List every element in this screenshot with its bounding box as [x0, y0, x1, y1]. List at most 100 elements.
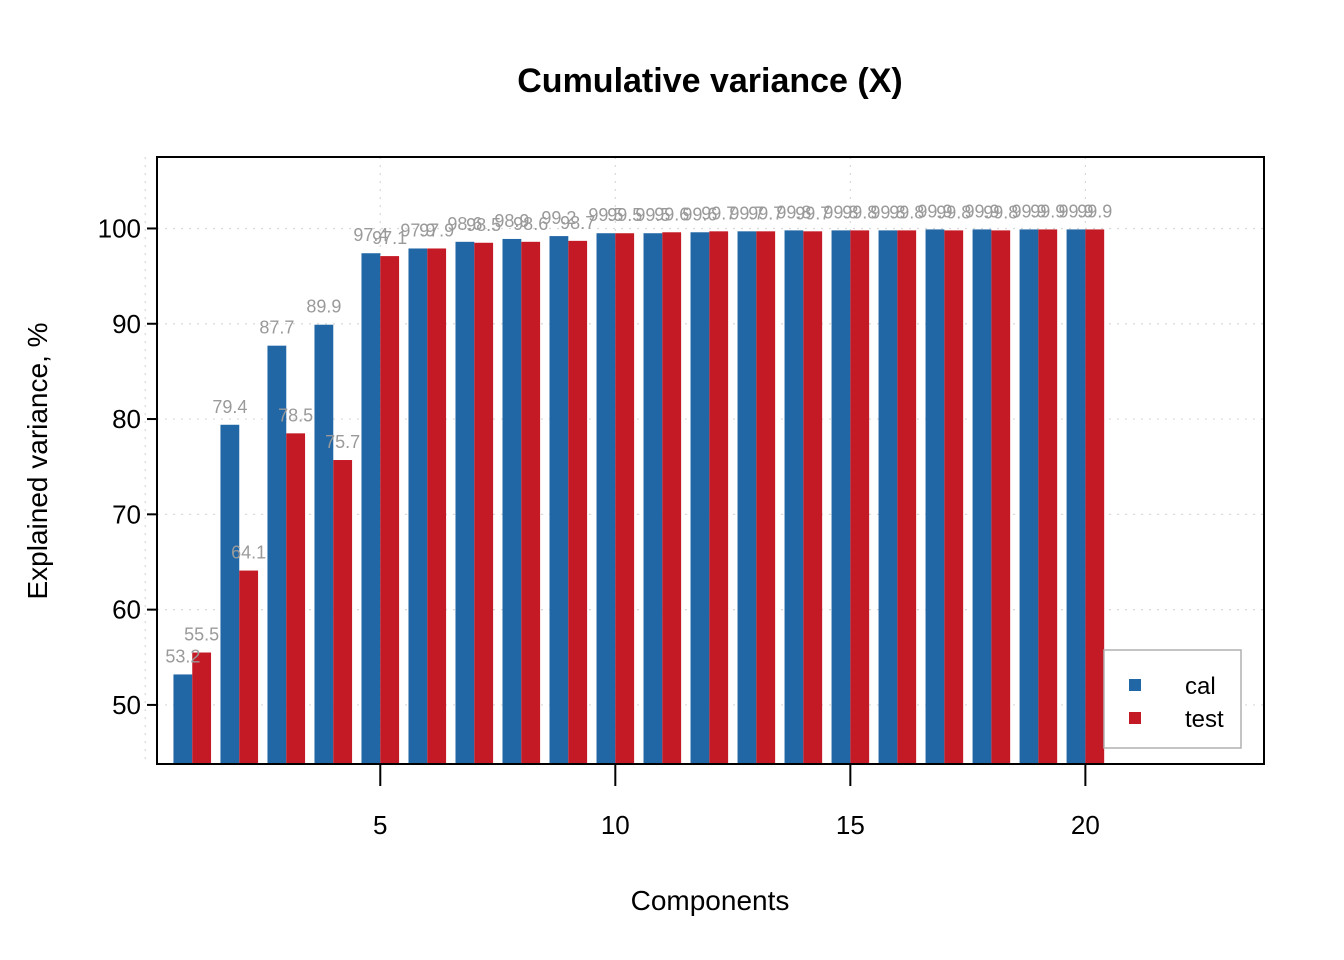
data-label-test-12: 99.7: [701, 203, 736, 223]
data-label-cal-2: 79.4: [212, 397, 247, 417]
x-tick-label: 5: [373, 810, 387, 840]
bar-cal-3: [267, 345, 287, 764]
bar-test-16: [897, 230, 917, 764]
bar-cal-15: [831, 230, 851, 764]
data-label-test-3: 78.5: [278, 405, 313, 425]
bar-cal-11: [643, 233, 663, 764]
data-label-cal-15: 99.8: [823, 202, 858, 222]
data-label-test-4: 75.7: [325, 432, 360, 452]
data-label-test-2: 64.1: [231, 543, 266, 563]
bar-cal-4: [314, 324, 334, 764]
bar-cal-12: [690, 232, 710, 765]
data-label-test-14: 99.7: [795, 203, 830, 223]
bar-cal-10: [596, 233, 616, 764]
axes: 50 60 70 80 90 100 5 10 15 20: [98, 157, 1264, 840]
bar-cal-18: [972, 229, 992, 764]
legend-swatch-cal: [1129, 679, 1141, 691]
data-label-cal-12: 99.6: [682, 204, 717, 224]
data-label-test-15: 99.8: [842, 202, 877, 222]
bar-cal-5: [361, 253, 381, 764]
bar-test-3: [286, 433, 306, 764]
data-label-test-20: 99.9: [1077, 201, 1112, 221]
data-label-cal-4: 89.9: [306, 297, 341, 317]
bar-cal-8: [502, 238, 522, 764]
bar-cal-7: [455, 241, 475, 764]
data-label-cal-19: 99.9: [1011, 201, 1046, 221]
legend: cal test: [1103, 649, 1242, 749]
data-label-test-11: 99.6: [654, 204, 689, 224]
x-axis-label: Components: [631, 885, 790, 916]
x-tick-label: 10: [601, 810, 630, 840]
legend-swatch-test: [1129, 712, 1141, 724]
data-label-cal-11: 99.5: [635, 205, 670, 225]
legend-label-cal: cal: [1185, 673, 1216, 700]
data-label-test-19: 99.9: [1030, 201, 1065, 221]
bar-test-19: [1038, 229, 1058, 764]
bar-test-14: [803, 231, 823, 764]
data-label-test-10: 99.5: [607, 205, 642, 225]
data-label-cal-20: 99.9: [1058, 201, 1093, 221]
bar-test-7: [474, 242, 494, 765]
data-label-test-18: 99.8: [983, 202, 1018, 222]
bar-cal-14: [784, 230, 804, 764]
bar-test-10: [615, 233, 635, 764]
data-label-cal-3: 87.7: [259, 318, 294, 338]
data-label-test-8: 98.6: [513, 214, 548, 234]
data-label-test-1: 55.5: [184, 625, 219, 645]
data-label-test-7: 98.5: [466, 215, 501, 235]
bar-test-9: [568, 240, 588, 764]
bar-cal-20: [1066, 229, 1086, 764]
data-label-test-5: 97.1: [372, 228, 407, 248]
bar-cal-17: [925, 229, 945, 764]
bar-test-12: [709, 231, 729, 764]
data-label-test-6: 97.9: [419, 220, 454, 240]
data-label-cal-1: 53.2: [165, 646, 200, 666]
bar-test-6: [427, 248, 447, 764]
data-labels: 53.279.487.789.997.4 97.9 98.6 98.9 99.2 99.5…: [165, 201, 1112, 666]
bar-cal-6: [408, 248, 428, 764]
bar-test-2: [239, 570, 259, 764]
data-label-cal-9: 99.2: [541, 208, 576, 228]
x-tick-label: 15: [836, 810, 865, 840]
legend-label-test: test: [1185, 706, 1224, 733]
bar-test-5: [380, 256, 400, 764]
bar-cal-9: [549, 236, 569, 764]
bar-test-15: [850, 230, 870, 764]
data-label-cal-13: 99.7: [729, 203, 764, 223]
data-label-test-9: 98.7: [560, 213, 595, 233]
data-label-cal-10: 99.5: [588, 205, 623, 225]
y-tick-label: 70: [112, 499, 141, 529]
data-label-cal-16: 99.8: [870, 202, 905, 222]
data-label-cal-8: 98.9: [494, 211, 529, 231]
bar-test-1: [192, 652, 212, 764]
bar-test-20: [1085, 229, 1105, 764]
data-label-cal-5: 97.4: [353, 225, 388, 245]
data-label-cal-14: 99.8: [776, 202, 811, 222]
data-label-test-13: 99.7: [748, 203, 783, 223]
bar-cal-16: [878, 230, 898, 764]
y-tick-label: 50: [112, 690, 141, 720]
bar-test-4: [333, 460, 353, 764]
data-label-cal-17: 99.9: [917, 201, 952, 221]
y-axis-label: Explained variance, %: [22, 322, 53, 599]
bar-test-13: [756, 231, 776, 764]
bars: [173, 229, 1105, 765]
bar-test-8: [521, 241, 541, 764]
data-label-test-17: 99.8: [936, 202, 971, 222]
bar-test-17: [944, 230, 964, 764]
y-tick-label: 100: [98, 213, 141, 243]
bar-cal-19: [1019, 229, 1039, 764]
data-label-cal-18: 99.9: [964, 201, 999, 221]
bar-test-18: [991, 230, 1011, 764]
data-label-cal-7: 98.6: [447, 214, 482, 234]
y-tick-label: 90: [112, 309, 141, 339]
x-tick-label: 20: [1071, 810, 1100, 840]
chart-title: Cumulative variance (X): [517, 62, 902, 100]
data-label-test-16: 99.8: [889, 202, 924, 222]
y-tick-label: 60: [112, 595, 141, 625]
bar-cal-13: [737, 231, 757, 764]
bar-cal-2: [220, 424, 240, 764]
bar-test-11: [662, 232, 682, 765]
legend-box: [1103, 649, 1242, 749]
